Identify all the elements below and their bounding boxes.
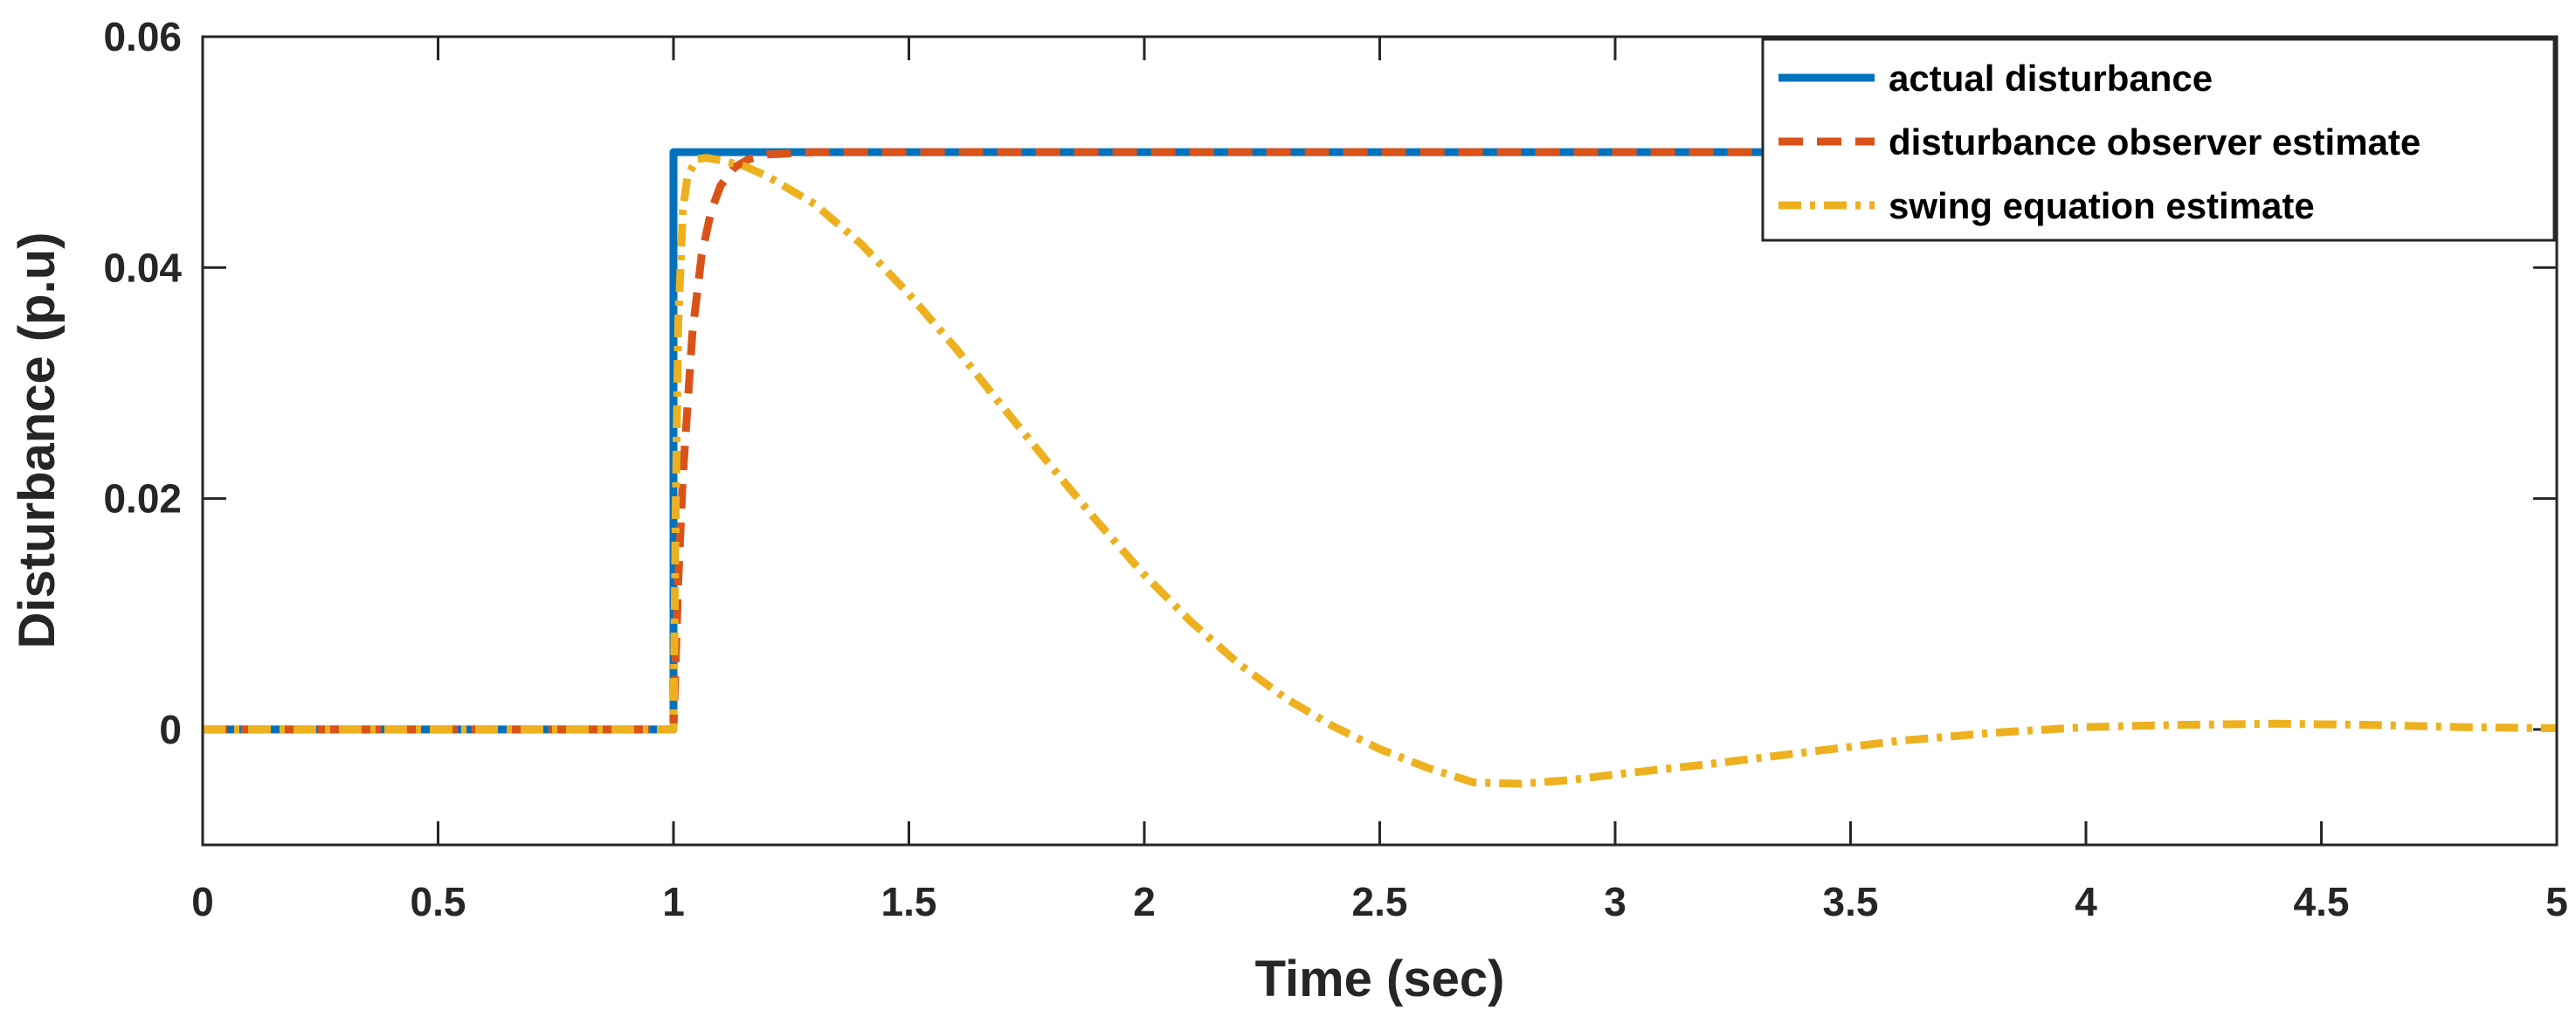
x-tick-label: 0.5 [411,879,466,924]
y-tick-label: 0.02 [103,476,182,522]
x-tick-label: 1 [662,879,685,924]
x-tick-label: 5 [2545,879,2568,924]
x-tick-label: 4.5 [2294,879,2350,924]
series-line-1 [203,148,2557,734]
y-tick-label: 0.04 [103,245,182,290]
y-tick-labels: 0 0.02 0.04 0.06 [103,14,182,752]
x-tick-label: 3 [1604,879,1626,924]
x-tick-label: 2 [1133,879,1156,924]
x-tick-label: 4 [2075,879,2097,924]
x-tick-label: 3.5 [1823,879,1879,924]
x-tick-label: 2.5 [1352,879,1408,924]
x-tick-label: 0 [191,879,214,924]
y-tick-label: 0 [159,707,182,752]
series-line-2 [203,154,2558,788]
x-tick-label: 1.5 [881,879,937,924]
plot-frame [201,35,2559,847]
legend-label: disturbance observer estimate [1889,121,2421,163]
x-axis-title: Time (sec) [1255,951,1505,1007]
y-tick-label: 0.06 [103,14,182,59]
y-axis-title: Disturbance (p.u) [9,232,66,649]
legend-label: actual disturbance [1889,58,2213,99]
legend-label: swing equation estimate [1889,185,2315,226]
x-tick-labels: 0 0.5 1 1.5 2 2.5 3 3.5 4 4.5 5 [191,879,2568,924]
series-layer [203,148,2558,788]
legend: actual disturbance disturbance observer e… [1761,38,2556,242]
legend-box [1761,38,2556,242]
